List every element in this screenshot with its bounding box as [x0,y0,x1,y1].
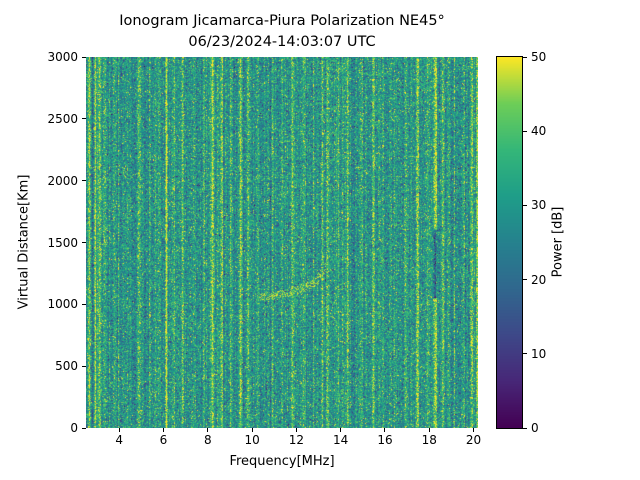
x-tick-mark [340,428,342,432]
x-tick-mark [473,428,475,432]
x-axis-label: Frequency[MHz] [229,454,335,469]
y-tick-label: 1000 [47,297,78,312]
x-tick-mark [428,428,430,432]
x-tick-label: 8 [203,433,212,447]
colorbar-tick-label: 20 [531,272,547,287]
y-tick-mark [82,180,86,182]
colorbar-label: Power [dB] [550,206,566,278]
x-tick-mark [163,428,164,432]
y-tick-mark [82,427,86,429]
colorbar-tick-label: 50 [531,50,547,64]
chart-title: Ionogram Jicamarca-Piura Polarization NE… [86,11,478,53]
colorbar-tick-label: 10 [531,346,547,361]
x-tick-mark [384,428,386,432]
x-tick-label: 10 [244,433,260,447]
colorbar-tick-mark [523,130,527,132]
x-tick-mark [295,428,297,432]
colorbar-tick-label: 0 [531,421,539,435]
y-tick-label: 0 [70,421,78,435]
chart-title-line2: 06/23/2024-14:03:07 UTC [188,34,376,51]
heatmap-canvas [86,57,478,428]
colorbar-tick-label: 30 [531,198,547,213]
x-tick-label: 6 [159,433,168,447]
colorbar-tick-mark [523,204,527,206]
y-tick-label: 3000 [47,50,78,64]
y-tick-mark [82,303,86,305]
x-tick-label: 14 [333,433,349,447]
y-tick-mark [82,118,86,120]
colorbar [496,56,523,429]
x-tick-mark [207,428,209,432]
x-tick-label: 20 [465,433,482,447]
colorbar-tick-mark [523,427,527,429]
y-tick-label: 2500 [47,111,78,126]
colorbar-tick-mark [523,279,527,281]
x-tick-label: 18 [421,433,437,447]
x-tick-mark [118,428,120,432]
y-tick-label: 2000 [47,173,78,188]
x-tick-label: 16 [377,433,393,447]
chart-title-line1: Ionogram Jicamarca-Piura Polarization NE… [119,13,445,29]
y-tick-mark [82,242,86,243]
y-axis-label: Virtual Distance[Km] [16,174,32,310]
y-tick-label: 500 [55,359,78,374]
colorbar-tick-mark [523,353,527,355]
x-tick-label: 12 [288,433,305,447]
x-tick-label: 4 [115,433,124,447]
y-tick-mark [82,56,86,58]
colorbar-tick-mark [523,56,527,58]
y-tick-mark [82,365,86,367]
y-tick-label: 1500 [47,235,78,250]
x-tick-mark [251,428,253,432]
colorbar-tick-label: 40 [531,124,547,139]
